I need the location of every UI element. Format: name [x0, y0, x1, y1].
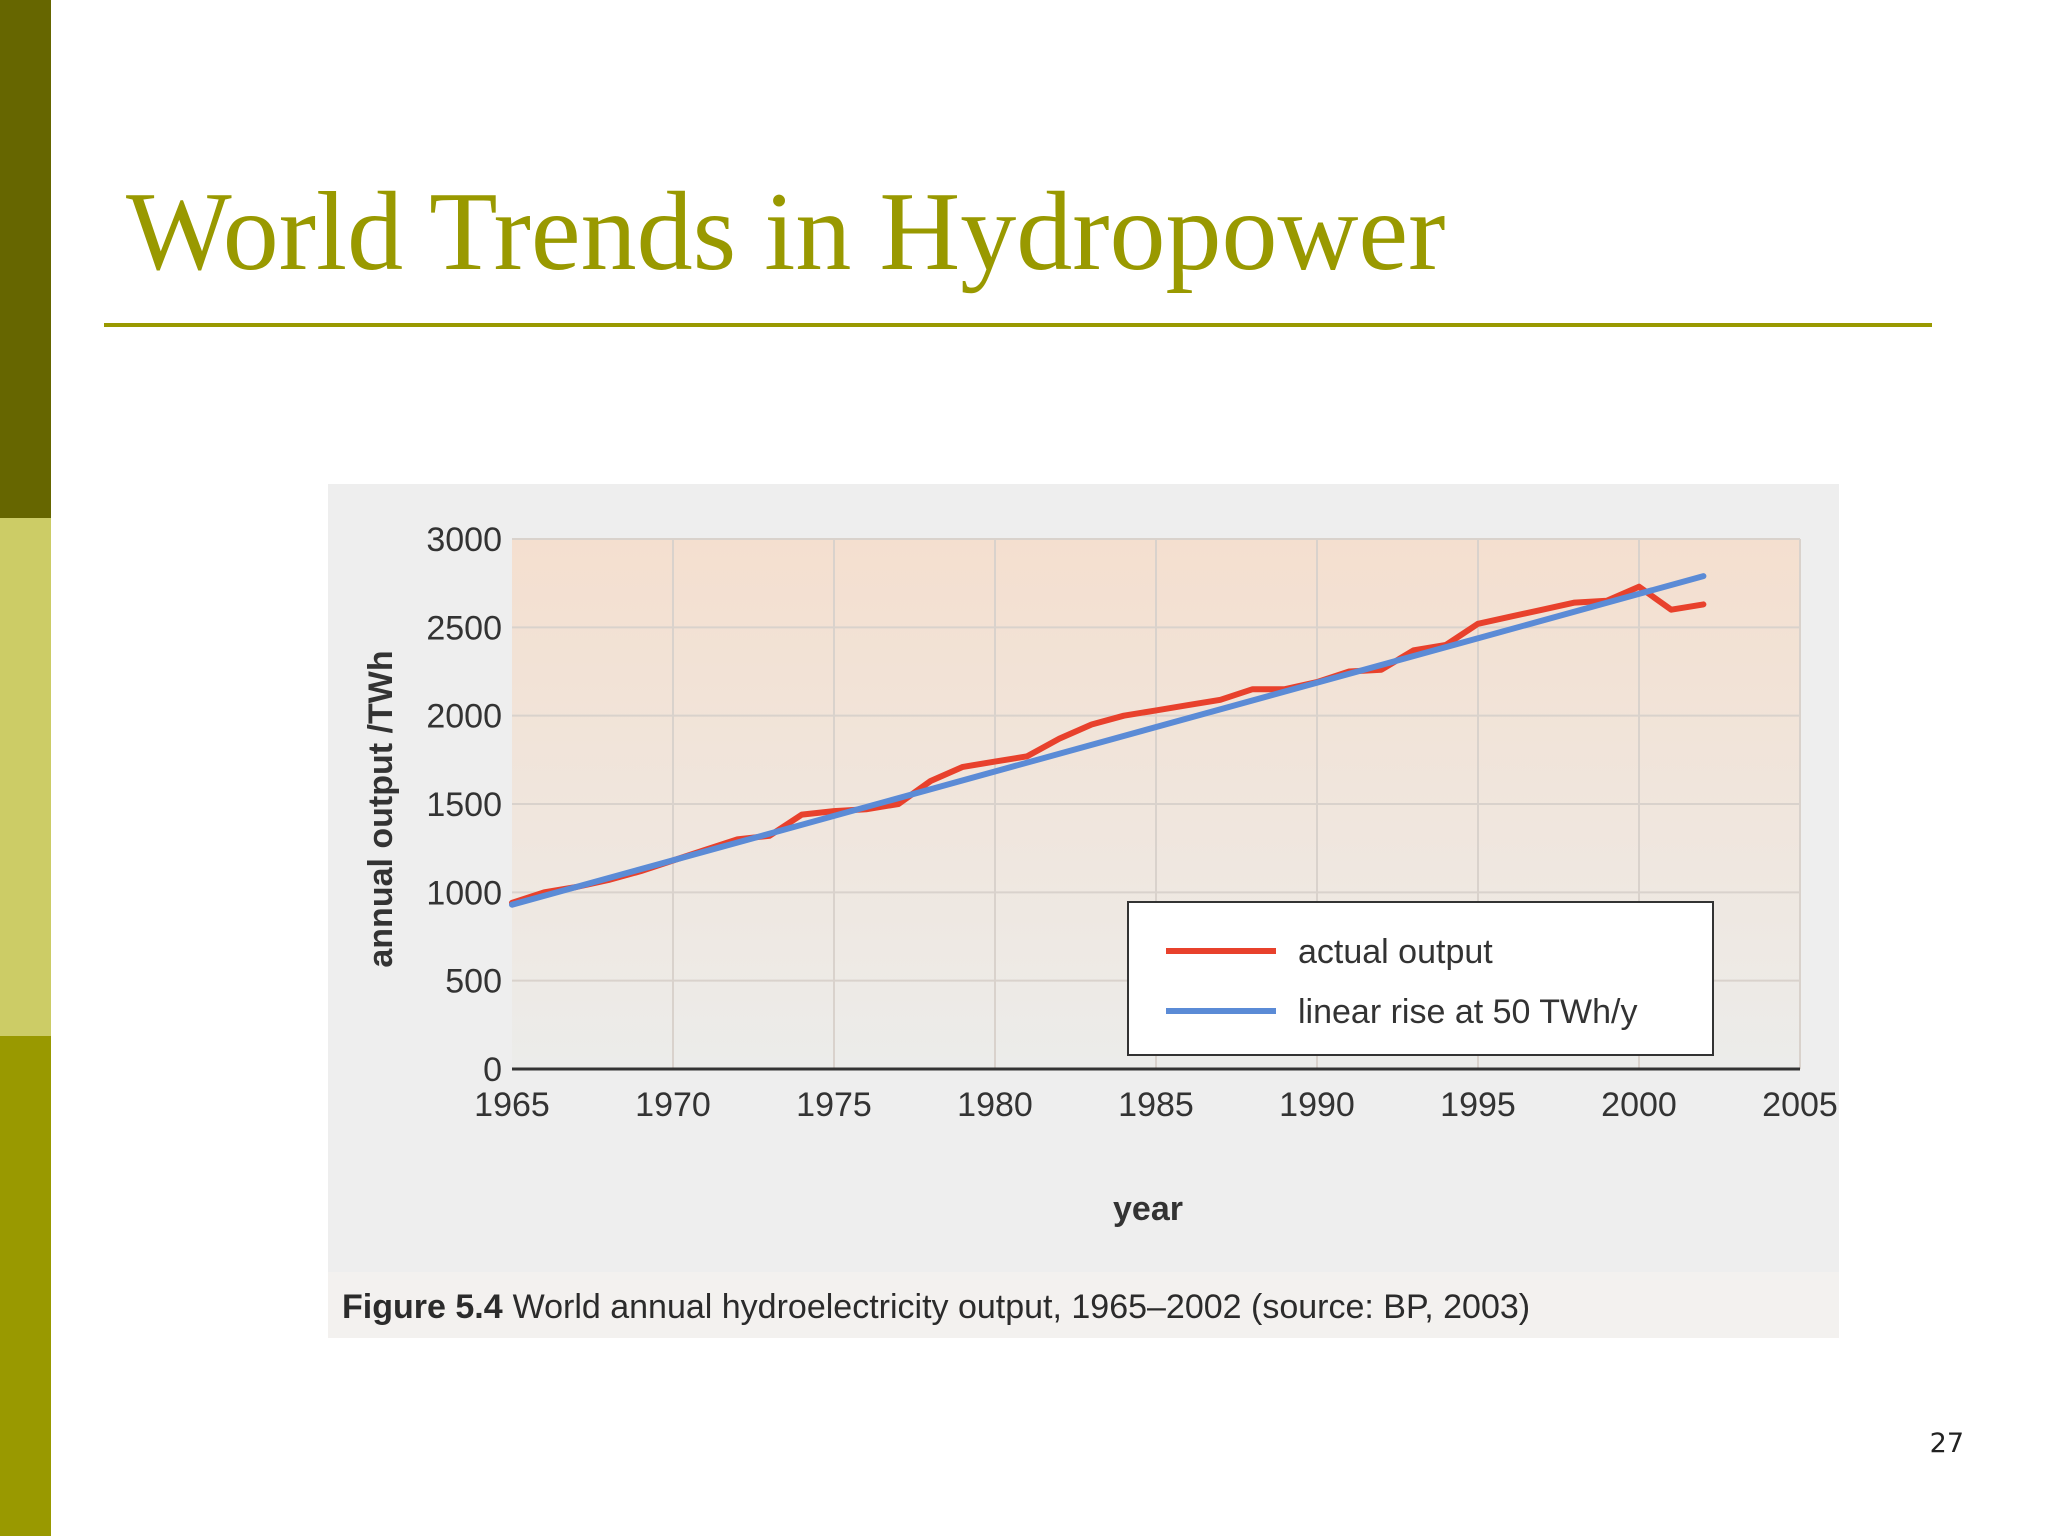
legend: actual output linear rise at 50 TWh/y — [1127, 901, 1714, 1056]
legend-box — [1127, 901, 1714, 1056]
x-tick-label: 1985 — [1118, 1086, 1194, 1124]
sidebar-stripe-dark — [0, 0, 51, 518]
legend-label-actual: actual output — [1298, 933, 1493, 971]
x-tick-label: 2000 — [1601, 1086, 1677, 1124]
y-tick-label: 2500 — [426, 609, 502, 647]
x-tick-label: 1990 — [1279, 1086, 1355, 1124]
caption-label: Figure 5.4 — [342, 1288, 503, 1326]
x-tick-label: 1970 — [635, 1086, 711, 1124]
y-tick-label: 0 — [483, 1051, 502, 1089]
legend-label-linear: linear rise at 50 TWh/y — [1298, 993, 1638, 1031]
series-line-linear-rise — [509, 573, 1707, 908]
y-tick-label: 500 — [445, 963, 502, 1001]
x-axis-label: year — [1113, 1190, 1183, 1228]
page-number: 27 — [1929, 1428, 1964, 1459]
y-tick-label: 3000 — [426, 521, 502, 559]
x-tick-label: 1975 — [796, 1086, 872, 1124]
y-tick-label: 1000 — [426, 874, 502, 912]
y-axis-label: annual output /TWh — [362, 650, 400, 967]
x-tick-label: 2005 — [1762, 1086, 1838, 1124]
sidebar-stripe-light — [0, 518, 51, 1036]
figure: 1965 1970 1975 1980 1985 1990 1995 2000 2005 0 500… — [328, 484, 1839, 1338]
x-tick-label: 1965 — [474, 1086, 550, 1124]
x-tick-label: 1980 — [957, 1086, 1033, 1124]
caption-text: World annual hydroelectricity output, 19… — [512, 1288, 1531, 1326]
figure-caption: Figure 5.4 World annual hydroelectricity … — [342, 1288, 1530, 1327]
y-tick-label: 1500 — [426, 786, 502, 824]
y-tick-label: 2000 — [426, 698, 502, 736]
sidebar-stripe-olive — [0, 1036, 51, 1536]
caption-band — [328, 1272, 1839, 1338]
x-tick-label: 1995 — [1440, 1086, 1516, 1124]
title-underline — [104, 323, 1932, 327]
chart: 1965 1970 1975 1980 1985 1990 1995 2000 2005 0 500… — [362, 521, 1838, 1228]
slide-title: World Trends in Hydropower — [126, 170, 1446, 294]
